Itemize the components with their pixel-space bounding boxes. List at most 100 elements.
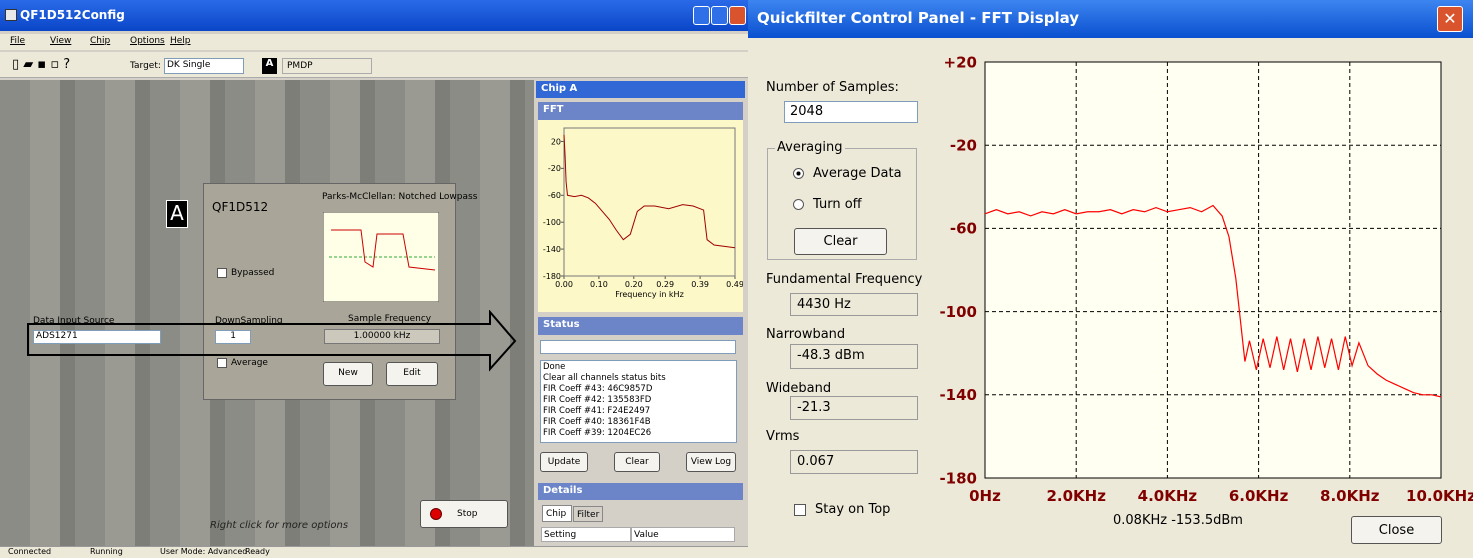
vrms-label: Vrms [766,429,799,444]
y-tick-label: -140 [939,386,977,404]
close-button[interactable]: Close [1351,516,1442,544]
screen: QF1D512Config File View Chip Options Help ▯ … [0,0,1473,558]
x-tick-label: 0.20 [625,280,643,289]
menu-item[interactable]: Chip [90,36,110,46]
y-tick-label: -100 [939,303,977,321]
log-line: FIR Coeff #40: 18361F4B [543,417,734,428]
bypassed-checkbox[interactable] [217,268,227,278]
value-column: Value [631,527,735,542]
fundamental-value: 4430 Hz [790,293,918,316]
x-tick-label: 0.00 [555,280,573,289]
clear-button[interactable]: Clear [614,452,660,472]
x-tick-label: 0.29 [656,280,674,289]
vrms-value: 0.067 [790,450,918,474]
menu-item[interactable]: View [50,36,71,46]
x-tick-label: 0.49 [726,280,743,289]
data-input-combo[interactable]: ADS1271 [33,330,161,344]
x-tick-label: 0Hz [969,487,1001,505]
wideband-label: Wideband [766,381,831,396]
y-tick-label: -140 [543,245,561,254]
log-line: Clear all channels status bits [543,373,734,384]
close-button[interactable] [729,6,746,25]
y-tick-label: -20 [950,136,977,154]
status-item: User Mode: Advanced [160,547,247,556]
x-tick-label: 6.0KHz [1229,487,1289,505]
app-icon [5,9,17,21]
x-axis-label: Frequency in kHz [615,290,684,299]
toolbar [0,52,748,78]
filter-name: Parks-McClellan: Notched Lowpass [322,192,477,202]
chip-tab[interactable]: Chip [542,505,572,522]
window-title: QF1D512Config [20,8,125,22]
fft-title: FFT [538,102,743,120]
status-item: Ready [245,547,270,556]
update-button[interactable]: Update [540,452,588,472]
block-badge: A [166,200,188,228]
status-bar: Connected Running User Mode: AdvancedReady [0,546,748,558]
x-tick-label: 0.39 [691,280,709,289]
bypassed-label: Bypassed [231,268,274,278]
log-line: FIR Coeff #41: F24E2497 [543,406,734,417]
data-input-label: Data Input Source [33,316,114,326]
y-tick-label: -100 [543,218,561,227]
stay-on-top-checkbox[interactable] [794,504,806,516]
fft-window-title: Quickfilter Control Panel - FFT Display [757,9,1079,27]
turn-off-label: Turn off [813,197,862,212]
minimize-button[interactable] [693,6,710,25]
chip-badge: A [262,58,277,74]
log-line: FIR Coeff #43: 46C9857D [543,384,734,395]
y-tick-label: -180 [939,469,977,487]
stay-on-top-label: Stay on Top [815,502,890,517]
view-log-button[interactable]: View Log [686,452,736,472]
maximize-button[interactable] [711,6,728,25]
block-name: QF1D512 [212,200,268,214]
y-tick-label: 20 [551,137,561,146]
samples-combo[interactable]: 2048 [784,101,918,123]
status-item: Connected [8,547,51,556]
y-tick-label: -60 [548,191,561,200]
x-tick-label: 0.10 [590,280,608,289]
average-data-radio[interactable] [793,168,804,179]
log-line: Done [543,362,734,373]
stop-icon [430,508,442,520]
target-combo[interactable]: DK Single [164,58,244,74]
menu-item[interactable]: Options [130,36,165,46]
hint: Right click for more options [210,520,348,531]
toolbar-icons: ▯ ▰ ▪ ▫ ? [12,57,70,72]
cursor-readout: 0.08KHz -153.5dBm [1113,513,1243,528]
status-title: Status [538,317,743,335]
turn-off-radio[interactable] [793,199,804,210]
filter-thumbnail [323,212,439,302]
averaging-label: Averaging [775,140,845,155]
narrowband-label: Narrowband [766,327,845,342]
menu-bar: File View Chip Options Help [0,34,748,50]
chip-pane-title: Chip A [536,81,745,98]
x-tick-label: 10.0KHz [1406,487,1473,505]
menu-item[interactable]: File [10,36,25,46]
target-label: Target: [130,61,161,71]
fundamental-label: Fundamental Frequency [766,272,922,287]
x-tick-label: 4.0KHz [1138,487,1198,505]
log-line: FIR Coeff #42: 135583FD [543,395,734,406]
log-line: FIR Coeff #39: 1204EC26 [543,428,734,439]
details-title: Details [538,483,743,500]
clear-button[interactable]: Clear [794,228,887,255]
chip-name: PMDP [282,58,372,74]
x-tick-label: 2.0KHz [1046,487,1106,505]
status-field [540,340,736,354]
setting-column: Setting [541,527,631,542]
narrowband-value: -48.3 dBm [790,344,918,369]
x-tick-label: 8.0KHz [1320,487,1380,505]
filter-tab[interactable]: Filter [573,506,603,522]
status-item: Running [90,547,123,556]
y-tick-label: -20 [548,164,561,173]
y-tick-label: -60 [950,220,977,238]
average-data-label: Average Data [813,166,902,181]
menu-item[interactable]: Help [170,36,191,46]
wideband-value: -21.3 [790,396,918,420]
fft-close-x[interactable]: ✕ [1437,6,1463,32]
y-tick-label: +20 [944,53,977,71]
